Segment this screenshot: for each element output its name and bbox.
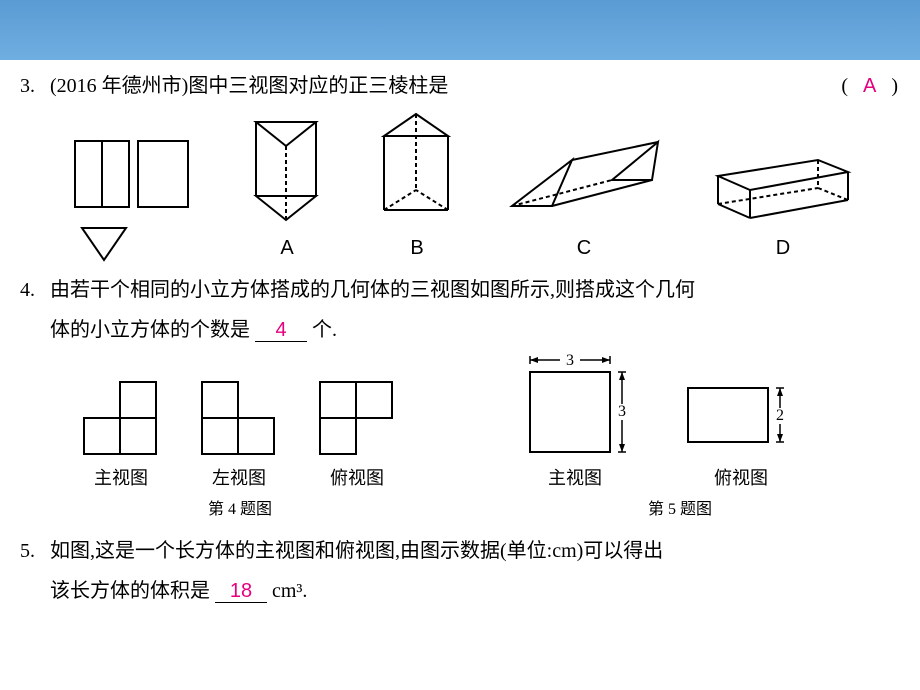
q4-text1: 由若干个相同的小立方体搭成的几何体的三视图如图所示,则搭成这个几何 — [50, 272, 900, 308]
q4-text2: 体的小立方体的个数是 4 个. — [50, 312, 900, 348]
dim-h: 3 — [618, 403, 626, 420]
q5-text2b: cm³. — [272, 580, 307, 602]
q3-row: 3. (2016 年德州市)图中三视图对应的正三棱柱是 ( A ) — [20, 68, 900, 104]
q5-answer: 18 — [230, 580, 252, 602]
q3-body: (2016 年德州市)图中三视图对应的正三棱柱是 — [50, 75, 448, 97]
q4-blank: 4 — [255, 319, 307, 342]
q4-top-svg — [316, 378, 398, 460]
q3-option-a: A — [244, 116, 330, 266]
q4-front: 主视图 — [80, 378, 162, 494]
q5-front: 3 3 主视图 — [510, 354, 640, 494]
q3-option-b: B — [374, 110, 460, 266]
three-view-svg — [70, 136, 200, 266]
q5-row2: 该长方体的体积是 18 cm³. — [20, 573, 900, 609]
caption-row: 第 4 题图 第 5 题图 — [20, 496, 900, 525]
q3-option-c: C — [504, 136, 664, 266]
q4-caption: 第 4 题图 — [29, 496, 451, 525]
q4-row2: 体的小立方体的个数是 4 个. — [20, 312, 900, 348]
prism-c-svg — [504, 136, 664, 226]
q5-front-label: 主视图 — [510, 462, 640, 494]
q3-text: (2016 年德州市)图中三视图对应的正三棱柱是 — [50, 68, 811, 104]
opt-a-label: A — [244, 230, 330, 266]
q3-answer: A — [857, 75, 884, 97]
q3-option-d: D — [708, 150, 858, 266]
q3-three-view — [70, 136, 200, 266]
q5-number: 5. — [20, 533, 50, 569]
q5-text2a: 该长方体的体积是 — [50, 580, 210, 602]
q3-number: 3. — [20, 68, 50, 104]
q5-text1: 如图,这是一个长方体的主视图和俯视图,由图示数据(单位:cm)可以得出 — [50, 533, 900, 569]
q5-top: 2 俯视图 — [676, 354, 806, 494]
opt-c-label: C — [504, 230, 664, 266]
q3-answer-paren: ( A ) — [811, 68, 900, 104]
page-content: 3. (2016 年德州市)图中三视图对应的正三棱柱是 ( A ) — [0, 60, 920, 609]
q5-front-svg: 3 3 — [510, 354, 640, 460]
q4-number: 4. — [20, 272, 50, 308]
q4-left-label: 左视图 — [198, 462, 280, 494]
paren-close: ) — [891, 75, 900, 97]
q5-caption: 第 5 题图 — [469, 496, 891, 525]
dim-w: 3 — [566, 354, 574, 369]
q4-row1: 4. 由若干个相同的小立方体搭成的几何体的三视图如图所示,则搭成这个几何 — [20, 272, 900, 308]
prism-b-svg — [374, 110, 460, 226]
q4-front-label: 主视图 — [80, 462, 162, 494]
q4-top: 俯视图 — [316, 378, 398, 494]
q4-q5-figures: 主视图 左视图 俯视图 — [80, 354, 900, 494]
q4-front-svg — [80, 378, 162, 460]
q5-top-svg: 2 — [676, 354, 806, 460]
prism-a-svg — [244, 116, 330, 226]
q4-left: 左视图 — [198, 378, 280, 494]
q5-row1: 5. 如图,这是一个长方体的主视图和俯视图,由图示数据(单位:cm)可以得出 — [20, 533, 900, 569]
q4-top-label: 俯视图 — [316, 462, 398, 494]
paren-open: ( — [841, 75, 850, 97]
q4-text2b: 个. — [312, 319, 337, 341]
header-band — [0, 0, 920, 60]
q4-answer: 4 — [275, 319, 286, 341]
q3-figures: A B C — [70, 110, 900, 266]
q4-text2a: 体的小立方体的个数是 — [50, 319, 250, 341]
opt-d-label: D — [708, 230, 858, 266]
q5-text2: 该长方体的体积是 18 cm³. — [50, 573, 900, 609]
opt-b-label: B — [374, 230, 460, 266]
q5-blank: 18 — [215, 580, 267, 603]
q4-left-svg — [198, 378, 280, 460]
prism-d-svg — [708, 150, 858, 226]
q5-top-label: 俯视图 — [676, 462, 806, 494]
dim-d: 2 — [776, 407, 784, 424]
